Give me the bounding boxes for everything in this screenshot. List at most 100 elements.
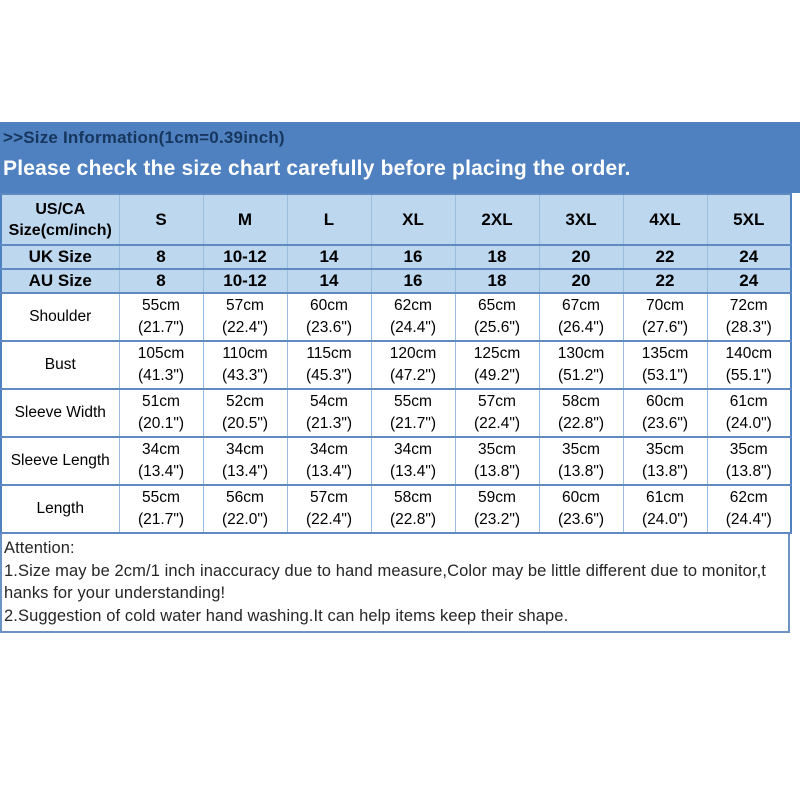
- uk-size-value: 10-12: [202, 244, 288, 270]
- inch-value: (13.8"): [558, 463, 604, 480]
- corner-header-line2: Size(cm/inch): [8, 221, 112, 239]
- col-header-4xl: 4XL: [622, 193, 708, 246]
- shoulder-cell: 60cm (23.6"): [286, 292, 372, 342]
- sleeve-width-cell: 61cm (24.0"): [706, 388, 792, 438]
- cm-value: 56cm: [226, 489, 264, 506]
- cm-value: 34cm: [394, 441, 432, 458]
- sleeve-length-cell: 34cm (13.4"): [286, 436, 372, 486]
- inch-value: (13.4"): [222, 463, 268, 480]
- uk-size-value: 20: [538, 244, 624, 270]
- sleeve-length-cell: 35cm (13.8"): [454, 436, 540, 486]
- corner-header: US/CA Size(cm/inch): [0, 193, 120, 246]
- cm-value: 67cm: [562, 297, 600, 314]
- attention-note: Attention: 1.Size may be 2cm/1 inch inac…: [0, 534, 790, 633]
- cm-value: 135cm: [641, 345, 689, 362]
- row-label-au-size: AU Size: [0, 268, 120, 294]
- inch-value: (25.6"): [474, 319, 520, 336]
- sleeve-width-cell: 58cm (22.8"): [538, 388, 624, 438]
- au-size-value: 18: [454, 268, 540, 294]
- sleeve-length-cell: 34cm (13.4"): [118, 436, 204, 486]
- shoulder-cell: 57cm (22.4"): [202, 292, 288, 342]
- au-size-value: 14: [286, 268, 372, 294]
- inch-value: (45.3"): [306, 367, 352, 384]
- cm-value: 62cm: [729, 489, 768, 506]
- bust-cell: 105cm (41.3"): [118, 340, 204, 390]
- cm-value: 61cm: [729, 393, 768, 410]
- inch-value: (20.5"): [222, 415, 268, 432]
- inch-value: (23.6"): [558, 511, 604, 528]
- corner-header-line1: US/CA: [35, 200, 86, 218]
- inch-value: (13.8"): [642, 463, 688, 480]
- cm-value: 52cm: [226, 393, 264, 410]
- cm-value: 62cm: [394, 297, 432, 314]
- attention-line: hanks for your understanding!: [4, 584, 226, 602]
- cm-value: 54cm: [310, 393, 348, 410]
- cm-value: 60cm: [646, 393, 684, 410]
- sleeve-width-cell: 51cm (20.1"): [118, 388, 204, 438]
- cm-value: 55cm: [394, 393, 432, 410]
- au-size-value: 10-12: [202, 268, 288, 294]
- cm-value: 57cm: [478, 393, 516, 410]
- uk-size-value: 14: [286, 244, 372, 270]
- bust-cell: 135cm (53.1"): [622, 340, 708, 390]
- inch-value: (49.2"): [474, 367, 520, 384]
- inch-value: (13.8"): [474, 463, 520, 480]
- length-row: Length 55cm (21.7") 56cm (22.0") 57cm (22.4…: [0, 484, 792, 534]
- cm-value: 60cm: [562, 489, 600, 506]
- cm-value: 51cm: [142, 393, 180, 410]
- bust-cell: 140cm (55.1"): [706, 340, 792, 390]
- cm-value: 120cm: [389, 345, 437, 362]
- cm-value: 35cm: [562, 441, 600, 458]
- sleeve-length-row: Sleeve Length 34cm (13.4") 34cm (13.4") 34…: [0, 436, 792, 486]
- inch-value: (21.7"): [138, 319, 184, 336]
- col-header-3xl: 3XL: [538, 193, 624, 246]
- shoulder-row: Shoulder 55cm (21.7") 57cm (22.4") 60cm (23…: [0, 292, 792, 342]
- cm-value: 55cm: [142, 489, 180, 506]
- cm-value: 34cm: [310, 441, 348, 458]
- inch-value: (20.1"): [138, 415, 184, 432]
- length-cell: 59cm (23.2"): [454, 484, 540, 534]
- inch-value: (22.4"): [222, 319, 268, 336]
- cm-value: 60cm: [310, 297, 348, 314]
- shoulder-cell: 70cm (27.6"): [622, 292, 708, 342]
- uk-size-row: UK Size 8 10-12 14 16 18 20 22 24: [0, 244, 792, 270]
- attention-line: 2.Suggestion of cold water hand washing.…: [4, 606, 569, 625]
- cm-value: 35cm: [646, 441, 684, 458]
- cm-value: 105cm: [137, 345, 185, 362]
- length-cell: 56cm (22.0"): [202, 484, 288, 534]
- row-label-sleeve-length: Sleeve Length: [0, 436, 120, 486]
- uk-size-value: 8: [118, 244, 204, 270]
- inch-value: (41.3"): [138, 367, 184, 384]
- cm-value: 55cm: [142, 297, 180, 314]
- au-size-value: 20: [538, 268, 624, 294]
- inch-value: (13.4"): [390, 463, 436, 480]
- inch-value: (24.4"): [725, 511, 772, 528]
- check-size-note: Please check the size chart carefully be…: [3, 157, 631, 180]
- bust-cell: 125cm (49.2"): [454, 340, 540, 390]
- au-size-row: AU Size 8 10-12 14 16 18 20 22 24: [0, 268, 792, 294]
- shoulder-cell: 65cm (25.6"): [454, 292, 540, 342]
- shoulder-cell: 72cm (28.3"): [706, 292, 792, 342]
- cm-value: 130cm: [557, 345, 605, 362]
- inch-value: (53.1"): [642, 367, 688, 384]
- cm-value: 58cm: [562, 393, 600, 410]
- inch-value: (28.3"): [725, 319, 772, 336]
- inch-value: (51.2"): [558, 367, 604, 384]
- size-table: US/CA Size(cm/inch) S M L XL 2XL 3XL 4XL…: [0, 193, 792, 534]
- bust-cell: 130cm (51.2"): [538, 340, 624, 390]
- au-size-value: 16: [370, 268, 456, 294]
- cm-value: 110cm: [222, 345, 268, 362]
- title-banner: >>Size Information(1cm=0.39inch) Please …: [0, 122, 800, 193]
- attention-line: 1.Size may be 2cm/1 inch inaccuracy due …: [4, 561, 766, 580]
- table-header-row: US/CA Size(cm/inch) S M L XL 2XL 3XL 4XL…: [0, 193, 792, 246]
- sleeve-width-cell: 55cm (21.7"): [370, 388, 456, 438]
- col-header-m: M: [202, 193, 288, 246]
- col-header-5xl: 5XL: [706, 193, 792, 246]
- bust-row: Bust 105cm (41.3") 110cm (43.3") 115cm (45.…: [0, 340, 792, 390]
- inch-value: (22.0"): [222, 511, 268, 528]
- inch-value: (21.7"): [138, 511, 184, 528]
- row-label-sleeve-width: Sleeve Width: [0, 388, 120, 438]
- col-header-2xl: 2XL: [454, 193, 540, 246]
- inch-value: (22.4"): [474, 415, 520, 432]
- col-header-xl: XL: [370, 193, 456, 246]
